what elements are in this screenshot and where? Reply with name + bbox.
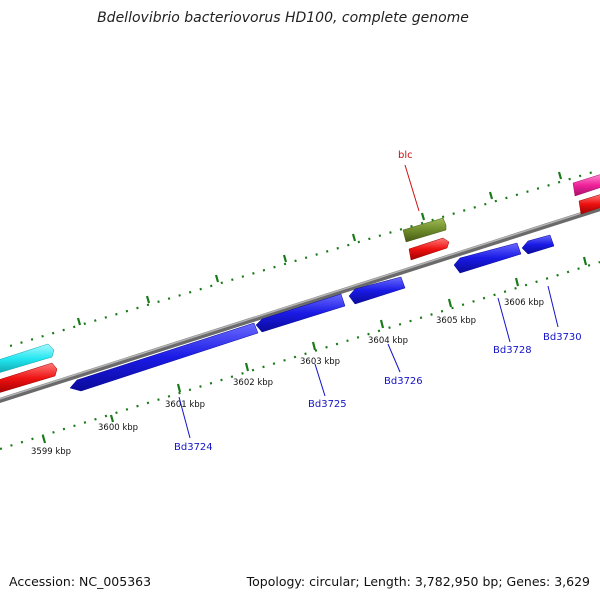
feature-label-group: blc — [398, 150, 420, 212]
kbp-label: 3602 kbp — [233, 378, 273, 388]
gene-label-bd3724[interactable]: Bd3724 — [174, 442, 213, 453]
features-forward — [0, 174, 600, 394]
gene-red-mid[interactable] — [408, 237, 450, 261]
gene-cyan[interactable] — [0, 343, 55, 374]
inner-tick-track — [0, 256, 600, 451]
genome-backbone — [0, 206, 600, 403]
outer-tick-track — [9, 168, 600, 348]
gene-red-right[interactable] — [578, 194, 600, 215]
summary-text: Topology: circular; Length: 3,782,950 bp… — [246, 574, 590, 589]
gene-label-bd3725[interactable]: Bd3725 — [308, 399, 347, 410]
cds-bd3724[interactable] — [69, 322, 259, 392]
cds-bd3725[interactable] — [255, 293, 346, 333]
accession-text: Accession: NC_005363 — [9, 574, 151, 589]
gene-red-left[interactable] — [0, 362, 58, 394]
kbp-labels: 3599 kbp 3600 kbp 3601 kbp 3602 kbp 3603… — [31, 298, 544, 457]
cds-bd3726[interactable] — [348, 276, 406, 305]
cds-bd3730[interactable] — [521, 234, 555, 255]
kbp-label: 3600 kbp — [98, 423, 138, 433]
gene-label-bd3726[interactable]: Bd3726 — [384, 376, 423, 387]
kbp-label: 3604 kbp — [368, 336, 408, 346]
kbp-label: 3605 kbp — [436, 316, 476, 326]
gene-label-bd3728[interactable]: Bd3728 — [493, 345, 532, 356]
map-title: Bdellovibrio bacteriovorus HD100, comple… — [97, 10, 469, 26]
gene-leader-lines — [178, 285, 559, 439]
gene-blc[interactable] — [402, 217, 447, 243]
features-reverse — [69, 234, 555, 392]
feature-label-blc[interactable]: blc — [398, 150, 413, 161]
kbp-label: 3603 kbp — [300, 357, 340, 367]
gene-magenta[interactable] — [572, 174, 600, 197]
kbp-label: 3606 kbp — [504, 298, 544, 308]
kbp-label: 3599 kbp — [31, 447, 71, 457]
gene-label-bd3730[interactable]: Bd3730 — [543, 332, 582, 343]
gene-labels: Bd3724 Bd3725 Bd3726 Bd3728 Bd3730 — [174, 332, 582, 453]
cds-bd3728[interactable] — [453, 242, 522, 274]
kbp-label: 3601 kbp — [165, 400, 205, 410]
